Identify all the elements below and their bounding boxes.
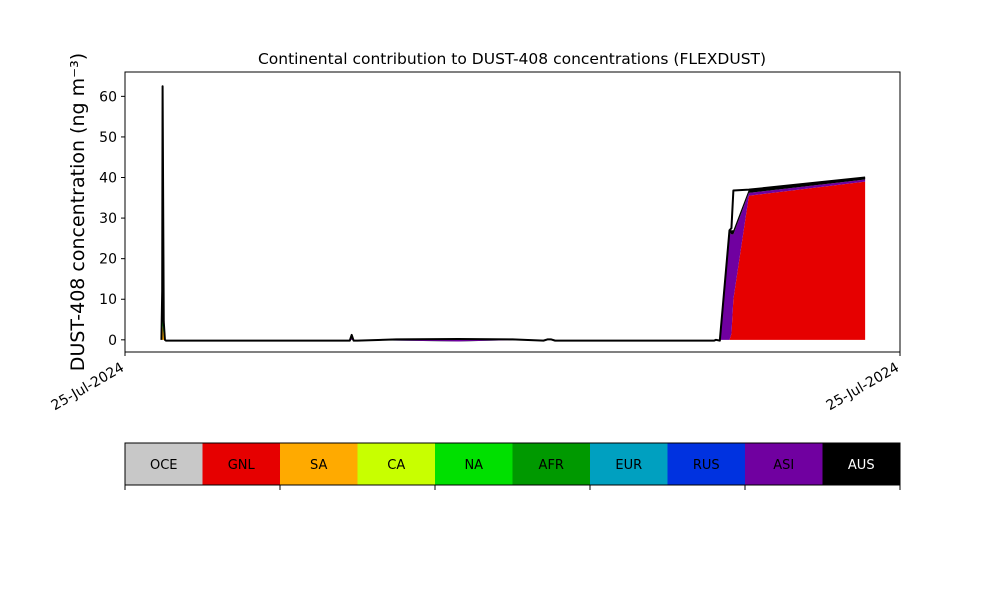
y-tick-label: 10: [99, 292, 117, 308]
legend-ticks: [124, 485, 901, 490]
legend-swatch-afr: [512, 443, 591, 485]
y-tick-label: 60: [99, 89, 117, 105]
legend-label-gnl: GNL: [228, 458, 256, 473]
chart-title: Continental contribution to DUST-408 con…: [258, 50, 766, 68]
y-tick-label: 20: [99, 252, 117, 268]
y-axis-label: DUST-408 concentration (ng m⁻³): [67, 53, 89, 371]
y-tick-label: 0: [108, 333, 117, 349]
y-tick-label: 30: [99, 211, 117, 227]
legend-swatch-ca: [357, 443, 436, 485]
legend-swatch-rus: [667, 443, 746, 485]
legend-swatch-eur: [590, 443, 668, 485]
legend-swatch-asi: [745, 443, 823, 485]
total-line: [160, 85, 866, 342]
legend-label-rus: RUS: [693, 458, 720, 473]
total-line-layer: [160, 85, 866, 342]
legend-swatch-aus: [822, 443, 901, 485]
y-tick-label: 50: [99, 130, 117, 146]
legend-label-sa: SA: [310, 458, 327, 473]
legend-swatch-gnl: [202, 443, 281, 485]
y-axis-ticks: 0 10 20 30 40 50 60: [99, 89, 125, 349]
legend-swatch-sa: [280, 443, 358, 485]
legend-label-afr: AFR: [539, 458, 564, 473]
legend-label-ca: CA: [387, 458, 405, 473]
legend-swatch-na: [435, 443, 513, 485]
legend-frame: [124, 442, 901, 486]
plot-frame: [124, 71, 901, 353]
area-layer: [161, 90, 866, 342]
x-axis-ticks: 25-Jul-2024 25-Jul-2024: [49, 352, 902, 414]
legend-label-eur: EUR: [615, 458, 642, 473]
legend-label-na: NA: [464, 458, 483, 473]
area-gnl: [161, 181, 866, 340]
legend-swatch-oce: [125, 443, 203, 485]
y-tick-label: 40: [99, 171, 117, 187]
legend-label-aus: AUS: [848, 458, 875, 473]
legend-colorbar: OCE GNL SA CA NA AFR EUR RUS ASI AUS: [125, 443, 901, 485]
legend-label-oce: OCE: [150, 458, 178, 473]
x-tick-label: 25-Jul-2024: [824, 360, 902, 415]
legend-label-asi: ASI: [773, 458, 794, 473]
